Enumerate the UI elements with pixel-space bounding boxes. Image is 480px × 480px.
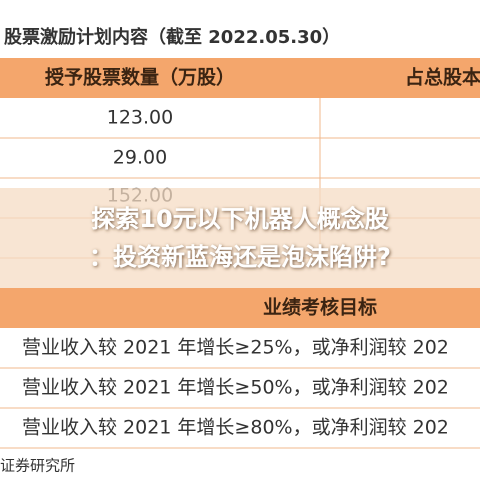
footer: 证券研究所 — [0, 457, 75, 475]
table1-header-bg — [0, 58, 480, 98]
overlay-band — [0, 188, 480, 288]
table1-header: 占总股本 — [405, 66, 480, 89]
table2-cell: 营业收入较 2021 年增长≥25%，或净利润较 202 — [22, 337, 449, 359]
table2-cell: 营业收入较 2021 年增长≥50%，或净利润较 202 — [22, 377, 449, 399]
overlay-title: ：投资新蓝海还是泡沫陷阱? — [89, 243, 391, 271]
caption: 股票激励计划内容（截至 2022.05.30） — [3, 26, 340, 48]
table1-header: 授予股票数量（万股） — [45, 66, 235, 89]
table2-cell: 营业收入较 2021 年增长≥80%，或净利润较 202 — [22, 417, 449, 439]
overlay-title: 探索10元以下机器人概念股 — [91, 205, 388, 233]
table1-cell: 29.00 — [113, 147, 167, 169]
table2-header: 业绩考核目标 — [263, 296, 377, 319]
table2-header-bg — [0, 288, 480, 328]
table1-cell: 123.00 — [107, 107, 173, 129]
table2-grid — [0, 367, 480, 449]
